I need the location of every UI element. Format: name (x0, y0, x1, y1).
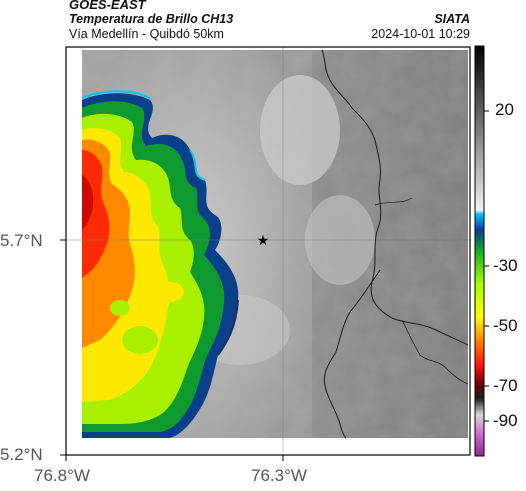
org-label: SIATA (434, 12, 470, 26)
satellite-image (81, 50, 468, 438)
cb-label-m50: -50 (493, 316, 518, 335)
border-line (321, 49, 469, 346)
cb-label-m30: -30 (493, 256, 518, 275)
xtick-label-2: 76.3°W (251, 466, 307, 485)
cb-label-20: 20 (495, 100, 514, 119)
region-label: Vía Medellín - Quibdó 50km (69, 27, 224, 41)
star-marker: ★ (257, 233, 270, 249)
xtick-label-1: 76.8°W (34, 466, 90, 485)
ytick-label-2: 5.2°N (0, 445, 43, 464)
map-border (65, 46, 471, 456)
cb-label-m90: -90 (493, 411, 518, 430)
product-title: Temperatura de Brillo CH13 (69, 12, 234, 26)
satellite-name: GOES-EAST (69, 0, 146, 12)
ytick-label-1: 5.7°N (0, 231, 43, 250)
colorbar (474, 45, 485, 457)
river-line (323, 269, 381, 439)
border-line-3 (374, 197, 413, 206)
datetime-label: 2024-10-01 10:29 (371, 27, 470, 41)
border-line-2 (401, 319, 469, 385)
cb-label-m70: -70 (493, 376, 518, 395)
